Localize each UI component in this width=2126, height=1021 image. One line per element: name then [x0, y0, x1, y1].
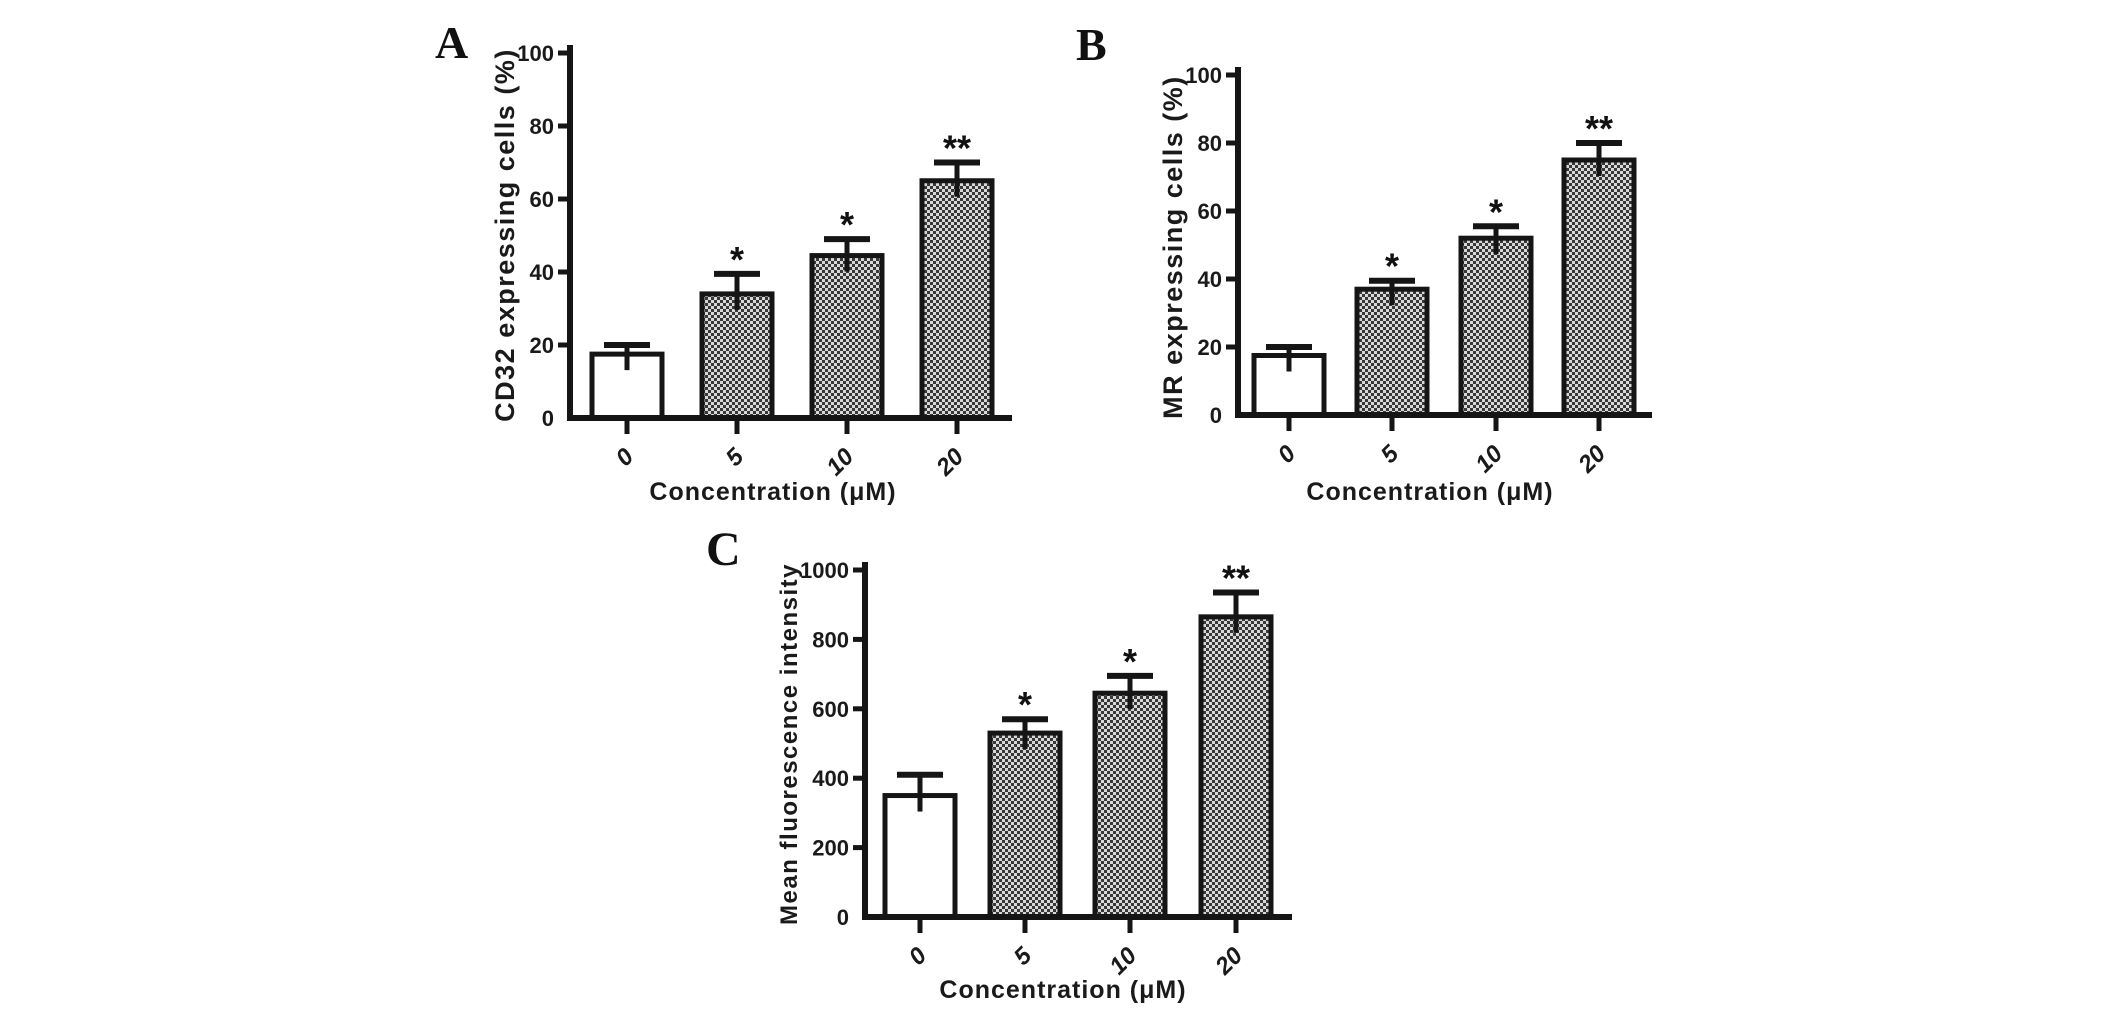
- panel-b-bar-10um: [1458, 235, 1534, 418]
- panel-b-bar-5um: [1354, 286, 1430, 418]
- panel-a-bar-5um: [699, 291, 775, 421]
- panel-a-x-tick-label-5: 5: [721, 443, 750, 472]
- panel-c-significance-10um: *: [1123, 641, 1137, 682]
- panel-c-y-tick-label-400: 400: [812, 766, 849, 791]
- panel-b-x-tick-label-0: 0: [1273, 440, 1302, 469]
- panel-b-x-axis-title: Concentration (μM): [1306, 478, 1554, 506]
- panel-a-letter: A: [435, 17, 469, 68]
- panel-b-y-tick-label-60: 60: [1198, 199, 1222, 224]
- panel-c-x-tick-label-5: 5: [1009, 942, 1038, 971]
- panel-c-y-tick-label-200: 200: [812, 836, 849, 861]
- panel-b-y-tick-label-20: 20: [1198, 335, 1222, 360]
- panel-c-bar-20um: [1198, 614, 1274, 920]
- panel-a-significance-5um: *: [730, 239, 744, 280]
- panel-a-x-axis-title: Concentration (μM): [649, 478, 897, 506]
- panel-c-y-tick-label-600: 600: [812, 697, 849, 722]
- panel-b-x-tick-label-5: 5: [1376, 440, 1405, 469]
- panel-a-x-tick-label-0: 0: [611, 443, 640, 472]
- panel-c-x-axis-title: Concentration (μM): [939, 976, 1187, 1004]
- panel-b-y-tick-label-40: 40: [1198, 267, 1222, 292]
- panel-a-y-axis-label: CD32 expressing cells (%): [490, 48, 520, 422]
- panel-a-y-tick-label-40: 40: [530, 260, 554, 285]
- panel-c-bar-5um: [987, 730, 1063, 920]
- panel-a-y-tick-label-80: 80: [530, 114, 554, 139]
- panel-c-significance-20um: **: [1222, 558, 1250, 599]
- panel-a-bar-20um: [919, 178, 995, 421]
- panel-c-y-tick-label-800: 800: [812, 627, 849, 652]
- panel-b-bar-20um: [1561, 157, 1637, 418]
- panel-b-letter: B: [1076, 19, 1107, 70]
- panel-b-y-axis-label: MR expressing cells (%): [1158, 75, 1188, 419]
- panel-c-bar-0um: [882, 793, 958, 920]
- panel-c-bar-10um: [1092, 690, 1168, 920]
- panel-c-y-axis-label: Mean fluorescence intensity: [776, 563, 803, 925]
- panel-c-significance-5um: *: [1018, 684, 1032, 725]
- panel-a-y-tick-label-100: 100: [517, 41, 554, 66]
- panel-b-y-tick-label-80: 80: [1198, 131, 1222, 156]
- panel-b-significance-20um: **: [1585, 108, 1613, 149]
- panel-c-x-tick-label-0: 0: [904, 942, 933, 971]
- panel-b-y-tick-label-0: 0: [1210, 403, 1222, 428]
- panel-b-significance-5um: *: [1385, 246, 1399, 287]
- panel-a-significance-20um: **: [943, 128, 971, 169]
- panel-b-x-tick-label-20: 20: [1573, 440, 1612, 479]
- panel-b-plot: 0 * 5 * 10 ** 20 0 20 40 60 80 100: [1185, 63, 1652, 479]
- panel-c-letter: C: [706, 523, 741, 576]
- panel-a-y-tick-label-60: 60: [530, 187, 554, 212]
- panel-a-y-tick-label-0: 0: [542, 406, 554, 431]
- panel-a-y-tick-label-20: 20: [530, 333, 554, 358]
- panel-a-bar-10um: [809, 253, 885, 421]
- panel-b-y-tick-label-100: 100: [1185, 63, 1222, 88]
- panel-c-y-tick-label-1000: 1000: [800, 558, 849, 583]
- panel-c-y-tick-label-0: 0: [837, 905, 849, 930]
- panel-b-x-tick-label-10: 10: [1470, 440, 1508, 478]
- panel-a-significance-10um: *: [840, 204, 854, 245]
- panel-b-significance-10um: *: [1489, 191, 1503, 232]
